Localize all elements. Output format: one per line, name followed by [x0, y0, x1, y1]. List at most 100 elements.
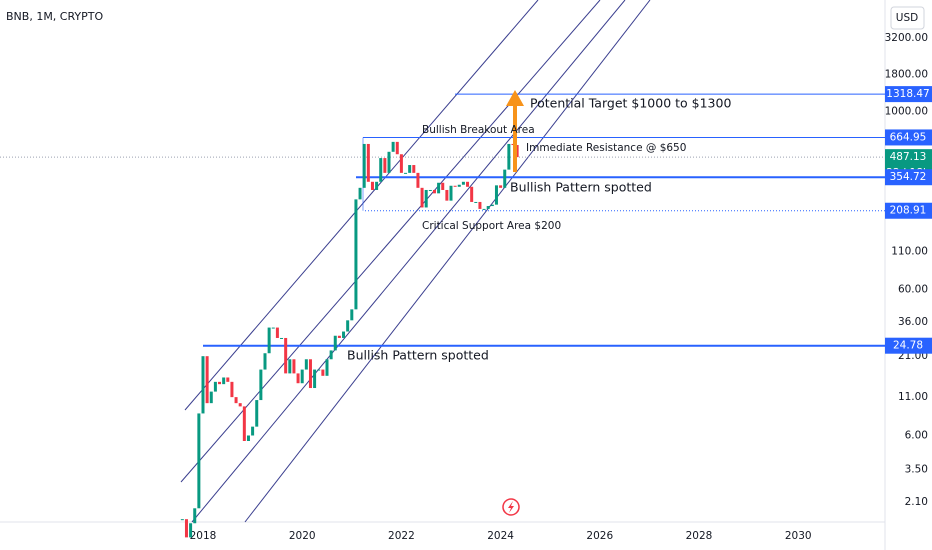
candle [445, 189, 449, 201]
candle [474, 201, 478, 203]
candle [230, 381, 234, 398]
candle [259, 369, 263, 401]
candle [412, 165, 416, 173]
candle [246, 435, 250, 441]
candle [457, 184, 461, 187]
candle [222, 377, 226, 385]
x-tick-label: 2024 [487, 530, 514, 542]
annotation: Critical Support Area $200 [422, 220, 561, 232]
annotation: Immediate Resistance @ $650 [526, 142, 686, 154]
candle [242, 406, 246, 441]
candle [263, 353, 267, 370]
candle [424, 189, 428, 208]
price-tag-label: 24.78 [893, 340, 923, 352]
candle [449, 185, 453, 201]
candle [507, 143, 511, 170]
candle [486, 206, 490, 209]
annotation: Bullish Breakout Area [422, 124, 535, 136]
candle [300, 369, 304, 384]
candle [288, 359, 292, 374]
candle [399, 154, 403, 173]
candle [503, 169, 507, 188]
y-tick-label: 1000.00 [885, 106, 928, 118]
candle [482, 208, 486, 210]
y-tick-label: 6.00 [905, 429, 928, 441]
y-tick-label: 3200.00 [885, 32, 928, 44]
y-tick-label: 60.00 [898, 284, 928, 296]
channel-line [244, 0, 651, 523]
candle [280, 337, 284, 339]
candle [296, 373, 300, 384]
candle [275, 327, 279, 338]
candle [238, 403, 242, 407]
candle [391, 141, 395, 152]
y-tick-label: 36.00 [898, 316, 928, 328]
candle [362, 143, 366, 188]
currency-button[interactable] [890, 6, 925, 30]
price-tag-label: 354.72 [890, 171, 927, 183]
candle [325, 359, 329, 376]
candle [226, 377, 230, 382]
candle [189, 523, 193, 538]
candle [494, 185, 498, 205]
x-tick-label: 2020 [289, 530, 316, 542]
candle [387, 151, 391, 173]
y-tick-label: 11.00 [898, 391, 928, 403]
candle [515, 145, 519, 158]
candle [461, 181, 465, 185]
x-tick-label: 2030 [785, 530, 812, 542]
candle [333, 335, 337, 351]
candle [346, 320, 350, 332]
candle [197, 413, 201, 509]
x-tick-label: 2018 [190, 530, 217, 542]
candle [234, 397, 238, 404]
currency-label: USD [896, 12, 918, 24]
candle [490, 204, 494, 207]
candle [304, 359, 308, 370]
candle [358, 187, 362, 200]
lightning-icon [502, 498, 520, 516]
candle [321, 369, 325, 376]
candle [209, 391, 213, 404]
candle [395, 141, 399, 155]
candle [342, 331, 346, 338]
target-arrow-head [506, 90, 524, 106]
annotation: Potential Target $1000 to $1300 [530, 96, 731, 111]
candle [255, 400, 259, 427]
x-tick-label: 2022 [388, 530, 415, 542]
candle [375, 181, 379, 190]
candle [218, 381, 222, 385]
price-tag-label: 208.91 [890, 205, 927, 217]
y-tick-label: 110.00 [891, 245, 928, 257]
candle [478, 201, 482, 209]
candle [432, 189, 436, 194]
annotation: Bullish Pattern spotted [510, 180, 652, 195]
candle [292, 359, 296, 374]
price-tag [885, 129, 932, 146]
price-tag-label: 487.13 [890, 151, 927, 163]
candle [437, 182, 441, 194]
candle [201, 356, 205, 414]
candle [284, 337, 288, 374]
candle [184, 519, 188, 538]
candle [370, 181, 374, 190]
candle [313, 369, 317, 389]
candle [267, 327, 271, 354]
annotation: Bullish Pattern spotted [347, 348, 489, 363]
x-tick-label: 2028 [686, 530, 713, 542]
channel-line [191, 0, 626, 523]
candle [441, 182, 445, 190]
candle [470, 186, 474, 202]
candle [428, 189, 432, 191]
candle [354, 199, 358, 310]
candle [180, 519, 184, 521]
candle [416, 172, 420, 188]
candle [420, 187, 424, 208]
chart-title: BNB, 1M, CRYPTO [6, 10, 103, 23]
candle [499, 185, 503, 188]
channel-line [184, 0, 539, 411]
y-tick-label: 1800.00 [885, 68, 928, 80]
price-tag [885, 337, 932, 354]
